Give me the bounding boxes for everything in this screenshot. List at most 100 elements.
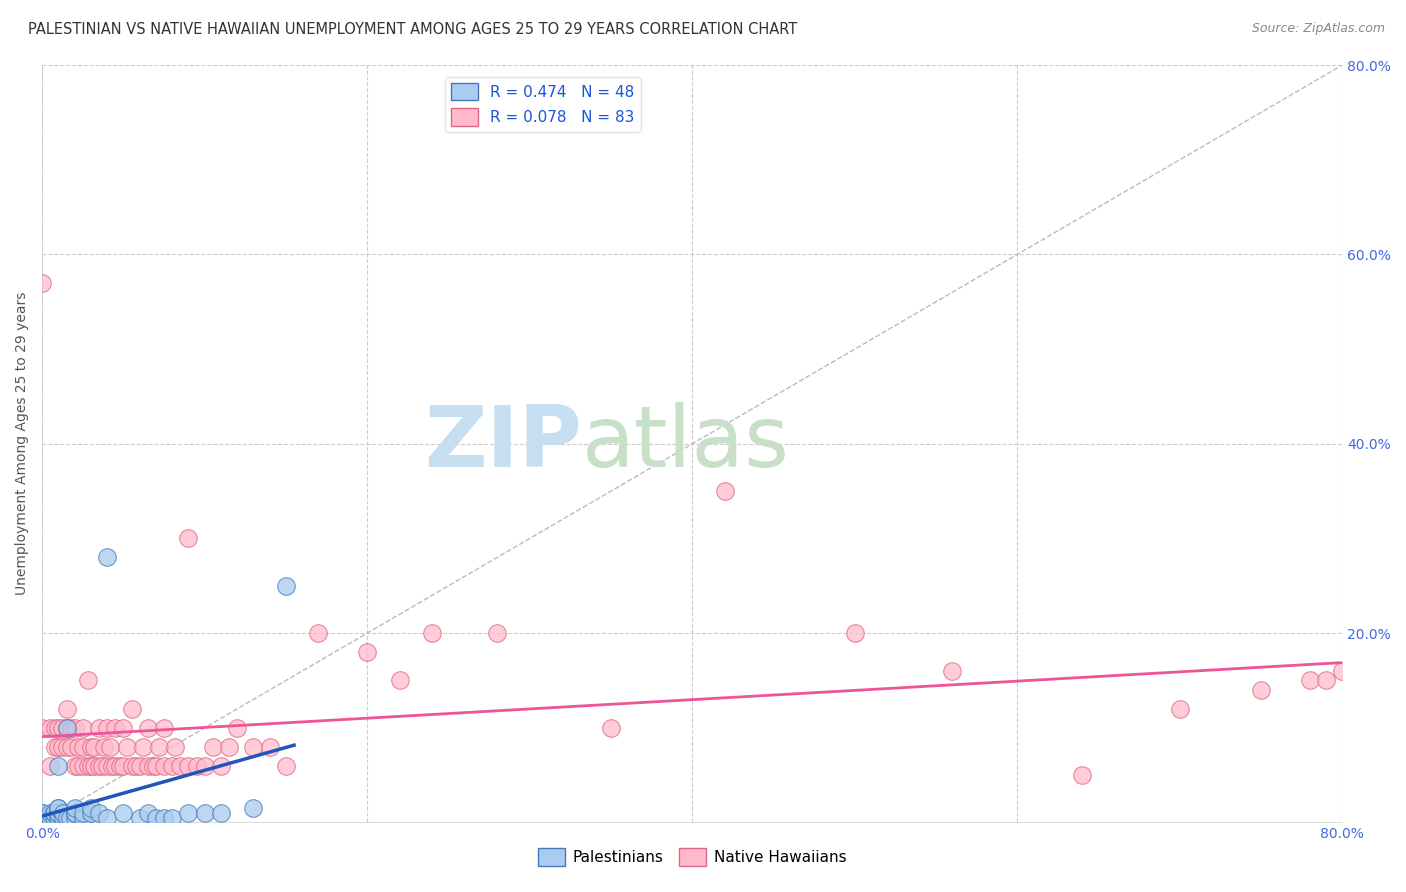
Point bbox=[128, 758, 150, 772]
Point bbox=[76, 673, 98, 688]
Point bbox=[31, 811, 53, 825]
Point bbox=[39, 758, 62, 772]
Point bbox=[51, 739, 73, 754]
Point bbox=[52, 805, 75, 820]
Point bbox=[226, 721, 249, 735]
Point bbox=[136, 758, 159, 772]
Point bbox=[160, 758, 183, 772]
Point bbox=[31, 815, 53, 830]
Point bbox=[44, 721, 66, 735]
Point bbox=[59, 811, 82, 825]
Point bbox=[356, 645, 378, 659]
Point bbox=[31, 276, 53, 290]
Point bbox=[31, 805, 53, 820]
Point bbox=[1168, 702, 1191, 716]
Point bbox=[1299, 673, 1322, 688]
Point bbox=[31, 811, 53, 825]
Point bbox=[42, 805, 65, 820]
Point bbox=[31, 805, 53, 820]
Point bbox=[72, 758, 94, 772]
Point bbox=[87, 758, 110, 772]
Point bbox=[104, 758, 127, 772]
Point bbox=[63, 805, 86, 820]
Point bbox=[274, 758, 297, 772]
Point bbox=[153, 758, 176, 772]
Point bbox=[128, 811, 150, 825]
Point bbox=[194, 758, 217, 772]
Point bbox=[145, 811, 167, 825]
Point bbox=[844, 626, 866, 640]
Point bbox=[136, 721, 159, 735]
Point bbox=[101, 758, 124, 772]
Point bbox=[112, 805, 135, 820]
Point bbox=[136, 805, 159, 820]
Point bbox=[96, 758, 118, 772]
Point bbox=[100, 739, 122, 754]
Point bbox=[218, 739, 240, 754]
Point bbox=[486, 626, 509, 640]
Point bbox=[186, 758, 208, 772]
Text: PALESTINIAN VS NATIVE HAWAIIAN UNEMPLOYMENT AMONG AGES 25 TO 29 YEARS CORRELATIO: PALESTINIAN VS NATIVE HAWAIIAN UNEMPLOYM… bbox=[28, 22, 797, 37]
Text: Source: ZipAtlas.com: Source: ZipAtlas.com bbox=[1251, 22, 1385, 36]
Point bbox=[39, 805, 62, 820]
Point bbox=[177, 758, 200, 772]
Point bbox=[132, 739, 155, 754]
Point bbox=[96, 550, 118, 565]
Point bbox=[55, 811, 77, 825]
Point bbox=[145, 758, 167, 772]
Point bbox=[48, 801, 70, 815]
Point bbox=[177, 532, 200, 546]
Point bbox=[87, 805, 110, 820]
Point bbox=[44, 739, 66, 754]
Point bbox=[42, 805, 65, 820]
Point bbox=[1071, 768, 1094, 782]
Point bbox=[48, 801, 70, 815]
Point bbox=[259, 739, 281, 754]
Point bbox=[194, 805, 217, 820]
Point bbox=[66, 758, 89, 772]
Y-axis label: Unemployment Among Ages 25 to 29 years: Unemployment Among Ages 25 to 29 years bbox=[15, 292, 30, 596]
Point bbox=[93, 739, 115, 754]
Point bbox=[1331, 664, 1354, 678]
Point bbox=[55, 721, 77, 735]
Point bbox=[177, 805, 200, 820]
Point bbox=[1250, 682, 1272, 697]
Point bbox=[121, 702, 143, 716]
Point bbox=[31, 721, 53, 735]
Point bbox=[713, 484, 735, 499]
Point bbox=[209, 805, 232, 820]
Point bbox=[108, 758, 131, 772]
Point bbox=[169, 758, 191, 772]
Point bbox=[48, 811, 70, 825]
Point bbox=[96, 811, 118, 825]
Point bbox=[42, 811, 65, 825]
Point bbox=[941, 664, 963, 678]
Point bbox=[63, 805, 86, 820]
Point bbox=[388, 673, 411, 688]
Point bbox=[142, 758, 165, 772]
Point bbox=[51, 721, 73, 735]
Point bbox=[115, 739, 138, 754]
Point bbox=[420, 626, 443, 640]
Point bbox=[242, 739, 264, 754]
Point bbox=[55, 721, 77, 735]
Point bbox=[48, 805, 70, 820]
Point bbox=[121, 758, 143, 772]
Point bbox=[160, 811, 183, 825]
Point bbox=[1315, 673, 1337, 688]
Point bbox=[80, 805, 103, 820]
Point bbox=[72, 721, 94, 735]
Point bbox=[242, 801, 264, 815]
Point bbox=[83, 739, 105, 754]
Point bbox=[72, 739, 94, 754]
Point bbox=[72, 805, 94, 820]
Text: atlas: atlas bbox=[582, 402, 790, 485]
Point bbox=[165, 739, 187, 754]
Point bbox=[76, 758, 98, 772]
Point bbox=[125, 758, 148, 772]
Point bbox=[48, 758, 70, 772]
Point bbox=[63, 801, 86, 815]
Point bbox=[60, 721, 83, 735]
Point bbox=[48, 739, 70, 754]
Point bbox=[600, 721, 623, 735]
